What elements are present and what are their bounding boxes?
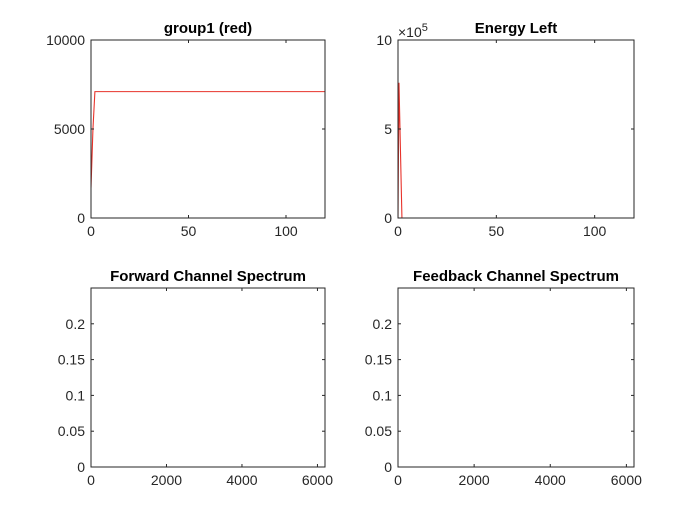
- y-tick-label: 0.2: [66, 316, 86, 332]
- y-tick-label: 0: [384, 459, 392, 475]
- y-tick-label: 0.05: [58, 423, 85, 439]
- y-tick-label: 0: [77, 210, 85, 226]
- x-tick-label: 0: [87, 472, 95, 488]
- y-exponent-label: ×105: [398, 22, 428, 40]
- y-tick-label: 10000: [46, 32, 85, 48]
- x-tick-label: 2000: [459, 472, 490, 488]
- y-tick-label: 10: [376, 32, 392, 48]
- series-line-1: [91, 91, 325, 188]
- x-tick-label: 0: [87, 223, 95, 239]
- x-tick-label: 0: [394, 223, 402, 239]
- y-tick-label: 0.1: [66, 387, 86, 403]
- chart-title: group1 (red): [164, 20, 252, 37]
- chart-title: Forward Channel Spectrum: [110, 268, 306, 285]
- y-tick-label: 0: [77, 459, 85, 475]
- y-tick-label: 0.1: [373, 387, 393, 403]
- x-tick-label: 0: [394, 472, 402, 488]
- axes-bottom-right: 0 2000 4000 6000 0 0.05 0.1 0.15 0.2 Feedback Cha…: [365, 268, 642, 488]
- y-tick-label: 5000: [54, 121, 85, 137]
- y-tick-label: 0: [384, 210, 392, 226]
- chart-title: Feedback Channel Spectrum: [413, 268, 619, 285]
- x-tick-label: 4000: [226, 472, 257, 488]
- x-tick-label: 2000: [151, 472, 182, 488]
- axes-top-right: 0 50 100 0 5 10 ×105 Energy Left: [376, 20, 635, 239]
- x-tick-label: 50: [181, 223, 197, 239]
- y-tick-label: 0.2: [373, 316, 393, 332]
- y-tick-label: 0.15: [58, 352, 85, 368]
- chart-title: Energy Left: [475, 20, 558, 37]
- x-tick-label: 6000: [302, 472, 333, 488]
- axes-bottom-left: 0 2000 4000 6000 0 0.05 0.1 0.15 0.2 Forward Chan…: [58, 268, 333, 488]
- y-tick-label: 0.15: [365, 352, 392, 368]
- y-tick-label: 0.05: [365, 423, 392, 439]
- x-tick-label: 4000: [535, 472, 566, 488]
- axes-top-left: 0 50 100 0 5000 10000 group1 (red): [46, 20, 326, 239]
- y-tick-label: 5: [384, 121, 392, 137]
- axes-box: [90, 287, 326, 468]
- x-tick-label: 50: [489, 223, 505, 239]
- x-tick-label: 6000: [611, 472, 642, 488]
- y-exponent-power: 5: [422, 22, 428, 34]
- x-tick-label: 100: [583, 223, 607, 239]
- x-tick-label: 100: [274, 223, 298, 239]
- axes-box: [397, 287, 635, 468]
